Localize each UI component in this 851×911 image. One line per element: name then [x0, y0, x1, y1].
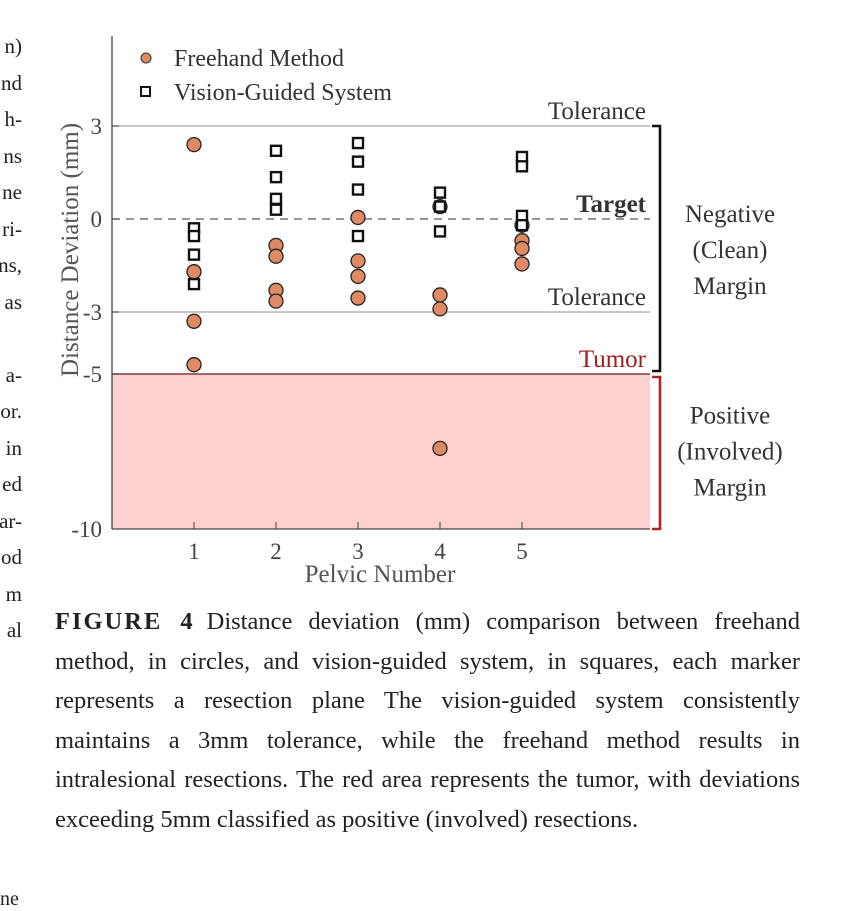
freehand-point — [514, 240, 530, 257]
legend: Freehand Method Vision-Guided System — [140, 46, 392, 106]
reference-labels-layer: Tolerance Target Tolerance Tumor — [548, 98, 647, 373]
freehand-point — [186, 136, 202, 153]
reference-label-2: Tolerance — [548, 284, 646, 311]
x-tick-label: 5 — [516, 539, 528, 564]
left-fragment-line: ar- — [0, 508, 22, 533]
left-fragment-line: od — [1, 545, 22, 569]
reference-lines-layer — [112, 125, 650, 375]
left-fragment-line: n) — [4, 34, 23, 58]
left-fragment-line: ne — [2, 180, 22, 204]
freehand-point — [350, 209, 366, 226]
legend-label: Vision-Guided System — [174, 80, 392, 106]
vision-guided-point — [433, 225, 447, 238]
freehand-point — [186, 313, 202, 329]
bottom-fragment: ne — [0, 888, 19, 910]
x-tick-label: 1 — [188, 539, 200, 564]
margin-label-line: (Involved) — [677, 439, 783, 466]
vision-guided-point — [351, 155, 365, 168]
axes-layer — [111, 36, 650, 530]
left-fragment-line: a- — [5, 362, 22, 387]
tumor-shaded-region — [112, 374, 650, 529]
vision-guided-point — [515, 218, 529, 232]
left-fragment-line: al — [6, 618, 22, 642]
reference-label-0: Tolerance — [548, 98, 646, 125]
freehand-point — [350, 268, 366, 285]
freehand-point — [432, 440, 448, 457]
left-fragment-line: ed — [2, 472, 22, 496]
y-tick-label: -3 — [83, 300, 102, 325]
margin-label-line: (Clean) — [693, 237, 768, 264]
legend-circle-icon — [140, 52, 152, 64]
x-tick-label: 4 — [434, 539, 446, 564]
vision-guided-point — [433, 186, 447, 199]
freehand-point — [186, 357, 202, 373]
margin-bracket-0 — [652, 124, 662, 373]
left-fragment-line: as — [4, 289, 23, 314]
y-tick-label: -5 — [83, 362, 102, 387]
freehand-point — [186, 264, 202, 280]
vision-guided-point — [269, 170, 283, 184]
x-axis-label: Pelvic Number — [305, 561, 456, 588]
figure-caption: FIGURE 4 Distance deviation (mm) comparis… — [55, 602, 800, 839]
left-fragment-line: ns, — [0, 253, 22, 277]
left-fragment-line: ri- — [2, 216, 22, 241]
vision-guided-point — [351, 229, 365, 243]
vision-guided-point — [351, 136, 365, 150]
margin-bracket-1 — [652, 375, 662, 531]
y-tick-label: 0 — [91, 207, 103, 232]
legend-square-icon — [140, 86, 151, 97]
vision-guided-point — [187, 248, 201, 261]
tick-labels-layer: 3 0 -3 -5 -10 1 2 3 4 5 — [71, 114, 527, 564]
freehand-point — [432, 287, 448, 303]
y-axis-label: Distance Deviation (mm) — [57, 123, 84, 377]
left-fragment-line: nd — [1, 70, 22, 95]
scatter-chart: 30-3-5-101 2 3 4 5 ToleranceTargetToleranceT… — [57, 36, 783, 588]
vision-guided-point — [187, 229, 201, 243]
freehand-point — [268, 248, 284, 264]
left-fragment-line: ns — [3, 143, 22, 168]
reference-label-3: Tumor — [579, 346, 647, 373]
freehand-point — [432, 301, 448, 317]
reference-label-1: Target — [576, 191, 647, 218]
left-fragment-line: m — [5, 581, 22, 606]
vision-guided-point — [515, 160, 529, 173]
y-tick-label: -10 — [71, 517, 102, 542]
freehand-point — [268, 293, 284, 309]
margin-label-line: Negative — [685, 201, 775, 228]
vision-guided-point — [351, 183, 365, 196]
vision-guided-point — [433, 200, 447, 213]
y-tick-label: 3 — [91, 114, 103, 139]
margin-label-line: Margin — [693, 273, 767, 300]
data-points-layer — [186, 136, 530, 457]
vision-guided-point — [269, 144, 283, 158]
tumor-region-layer — [112, 374, 650, 529]
margin-brackets-layer: Negative (Clean) Margin Positive (Involved) M… — [652, 124, 783, 531]
margin-label-line: Margin — [693, 475, 767, 502]
figure-label: FIGURE 4 — [55, 608, 195, 635]
freehand-point — [350, 253, 366, 269]
figure-caption-text: Distance deviation (mm) comparison betwe… — [55, 608, 800, 833]
margin-label-line: Positive — [690, 403, 771, 430]
vision-guided-point — [269, 203, 283, 216]
vision-guided-point — [269, 192, 283, 206]
x-tick-label: 3 — [352, 539, 364, 564]
left-fragment-line: in — [5, 435, 22, 460]
freehand-point — [350, 290, 366, 306]
legend-label: Freehand Method — [174, 46, 344, 72]
left-fragment-line: or. — [0, 399, 22, 423]
freehand-point — [514, 256, 530, 272]
left-fragment-line: h- — [4, 107, 23, 131]
vision-guided-point — [187, 277, 201, 291]
x-tick-label: 2 — [270, 539, 282, 564]
